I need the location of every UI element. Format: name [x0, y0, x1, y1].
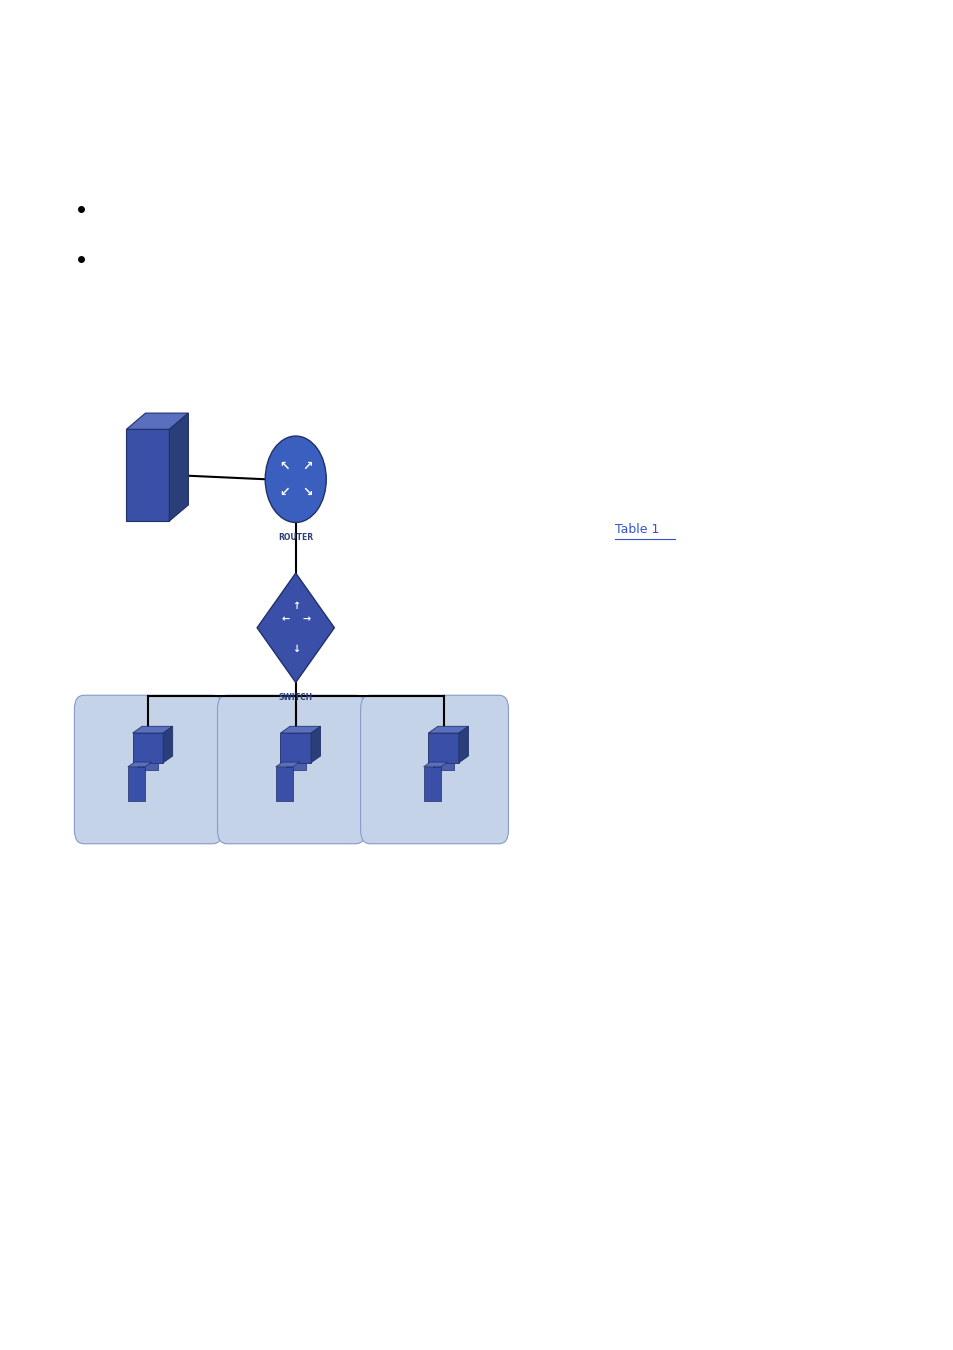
Text: ROUTER: ROUTER: [278, 533, 313, 543]
Text: ↗: ↗: [301, 459, 313, 472]
Polygon shape: [423, 767, 440, 801]
Polygon shape: [285, 763, 306, 769]
Polygon shape: [137, 763, 158, 769]
FancyBboxPatch shape: [360, 695, 508, 844]
Polygon shape: [428, 733, 458, 763]
Polygon shape: [163, 726, 172, 763]
Polygon shape: [128, 767, 145, 801]
Text: ←: ←: [281, 614, 289, 625]
Circle shape: [265, 436, 326, 522]
Text: ↑: ↑: [292, 601, 299, 612]
FancyBboxPatch shape: [74, 695, 222, 844]
Polygon shape: [428, 726, 468, 733]
FancyBboxPatch shape: [217, 695, 365, 844]
Text: ↘: ↘: [301, 486, 313, 500]
Polygon shape: [132, 726, 172, 733]
Text: →: →: [302, 614, 310, 625]
Polygon shape: [257, 572, 334, 683]
Polygon shape: [126, 429, 170, 521]
Text: ↖: ↖: [278, 459, 290, 472]
Text: ↓: ↓: [292, 644, 299, 655]
Polygon shape: [275, 767, 293, 801]
Polygon shape: [433, 763, 454, 769]
Polygon shape: [280, 726, 320, 733]
Polygon shape: [275, 761, 299, 767]
Polygon shape: [423, 761, 447, 767]
Polygon shape: [128, 761, 152, 767]
Text: SWITCH: SWITCH: [278, 694, 313, 702]
Polygon shape: [458, 726, 468, 763]
Polygon shape: [170, 413, 188, 521]
Polygon shape: [280, 733, 311, 763]
Polygon shape: [311, 726, 320, 763]
Polygon shape: [132, 733, 163, 763]
Polygon shape: [126, 413, 188, 429]
Text: Table 1: Table 1: [615, 522, 659, 536]
Text: ↙: ↙: [278, 486, 290, 500]
